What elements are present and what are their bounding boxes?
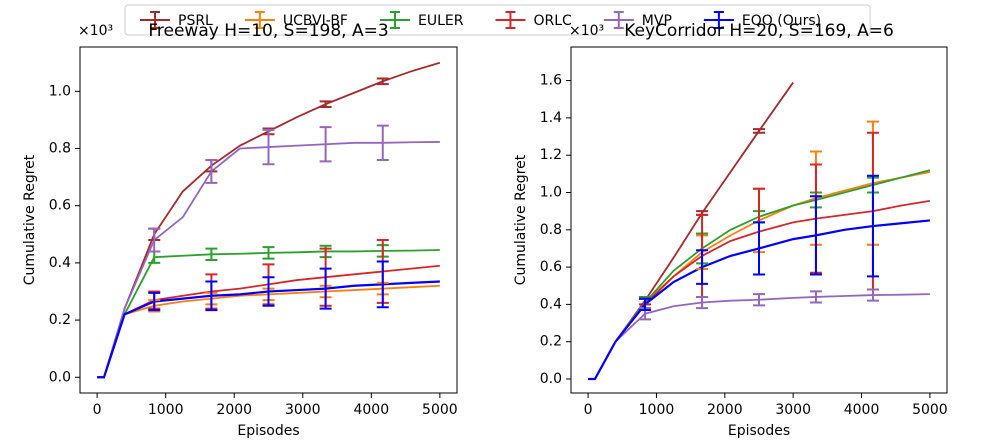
- x-axis-label: Episodes: [237, 423, 299, 439]
- error-bar: [376, 124, 389, 161]
- y-tick-label: 0.0: [540, 371, 562, 387]
- series-line: [97, 280, 440, 379]
- x-tick-label: 3000: [775, 402, 811, 418]
- error-bar: [148, 291, 161, 312]
- error-bar: [148, 227, 161, 253]
- error-bar: [205, 247, 218, 262]
- axis-offset: ×10³: [78, 23, 113, 39]
- y-tick-label: 0.2: [540, 334, 562, 350]
- legend-errorbar: [505, 11, 516, 29]
- error-bar: [753, 221, 765, 276]
- y-tick-label: 1.6: [540, 73, 562, 89]
- y-tick-label: 0.0: [49, 369, 71, 385]
- chart-title: KeyCorridor H=20, S=169, A=6: [624, 21, 894, 41]
- y-axis-label: Cumulative Regret: [513, 154, 529, 285]
- chart-title: Freeway H=10, S=198, A=3: [148, 21, 388, 41]
- x-tick-label: 4000: [844, 402, 880, 418]
- y-tick-label: 0.4: [540, 296, 562, 312]
- y-tick-label: 0.4: [49, 255, 71, 271]
- error-bar: [262, 246, 275, 260]
- error-bar: [319, 126, 332, 163]
- error-bar: [319, 267, 332, 310]
- x-tick-label: 4000: [353, 402, 389, 418]
- plot-area: [97, 61, 441, 379]
- series-line: [97, 141, 440, 379]
- x-tick-label: 5000: [912, 402, 948, 418]
- x-tick-label: 3000: [285, 402, 321, 418]
- x-tick-label: 0: [93, 402, 102, 418]
- plot-area: [588, 81, 931, 381]
- x-tick-label: 5000: [422, 402, 458, 418]
- legend-label: MVP: [642, 13, 672, 29]
- legend-label: UCBVI-BF: [283, 13, 348, 29]
- error-bar: [262, 128, 275, 166]
- error-bar: [866, 174, 879, 278]
- y-tick-label: 0.6: [49, 198, 71, 214]
- error-bar: [376, 77, 389, 86]
- x-tick-label: 0: [584, 402, 593, 418]
- error-bar: [262, 276, 275, 307]
- error-bar: [809, 290, 822, 304]
- axes-frame: [570, 46, 948, 394]
- legend-errorbar: [254, 11, 265, 29]
- legend-errorbar: [150, 11, 160, 29]
- error-bar: [376, 260, 389, 309]
- error-bar: [205, 280, 218, 312]
- axes-frame: [79, 46, 458, 394]
- x-tick-label: 1000: [639, 402, 675, 418]
- y-tick-label: 0.8: [540, 222, 562, 238]
- error-bar: [639, 297, 652, 311]
- x-axis-label: Episodes: [728, 423, 790, 439]
- legend-errorbar: [389, 11, 400, 29]
- error-bar: [696, 249, 709, 285]
- error-bar: [205, 158, 218, 184]
- legend-label: EQO (Ours): [742, 13, 821, 29]
- error-bar: [319, 100, 332, 109]
- legend-label: ORLC: [533, 13, 572, 29]
- legend-label: EULER: [418, 13, 464, 29]
- y-tick-label: 1.2: [540, 147, 562, 163]
- error-bar: [866, 288, 879, 302]
- y-axis-label: Cumulative Regret: [22, 154, 38, 285]
- y-tick-label: 1.0: [540, 184, 562, 200]
- series-line: [588, 219, 931, 381]
- legend-errorbar: [613, 11, 624, 29]
- error-bar: [753, 128, 765, 134]
- error-bar: [696, 295, 709, 310]
- y-tick-label: 0.6: [540, 259, 562, 275]
- series-line: [97, 249, 440, 379]
- legend-label: PSRL: [178, 13, 213, 29]
- y-tick-label: 0.8: [49, 141, 71, 157]
- error-bar: [809, 195, 822, 276]
- y-tick-label: 1.0: [49, 83, 71, 99]
- axis-offset: ×10³: [569, 23, 604, 39]
- x-tick-label: 2000: [216, 402, 252, 418]
- error-bar: [753, 293, 765, 307]
- y-tick-label: 0.2: [49, 312, 71, 328]
- x-tick-label: 1000: [148, 402, 184, 418]
- y-tick-label: 1.4: [540, 110, 562, 126]
- legend-errorbar: [713, 11, 724, 29]
- x-tick-label: 2000: [707, 402, 743, 418]
